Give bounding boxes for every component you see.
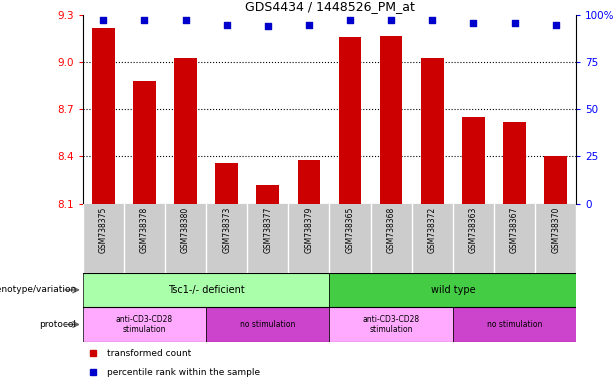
Text: GSM738363: GSM738363 <box>469 207 478 253</box>
Point <box>509 20 519 26</box>
Text: GSM738379: GSM738379 <box>305 207 313 253</box>
Text: GSM738368: GSM738368 <box>387 207 395 253</box>
Point <box>99 17 109 23</box>
Bar <box>330 307 453 342</box>
Bar <box>83 307 206 342</box>
Point <box>427 17 437 23</box>
Point <box>468 20 478 26</box>
Text: transformed count: transformed count <box>107 349 192 358</box>
Bar <box>503 122 526 204</box>
Bar <box>453 307 576 342</box>
Text: GSM738375: GSM738375 <box>99 207 108 253</box>
Text: GSM738365: GSM738365 <box>346 207 354 253</box>
Text: no stimulation: no stimulation <box>240 320 295 329</box>
Point <box>550 22 560 28</box>
Text: percentile rank within the sample: percentile rank within the sample <box>107 368 261 377</box>
Text: Tsc1-/- deficient: Tsc1-/- deficient <box>168 285 245 295</box>
Bar <box>133 81 156 204</box>
Point <box>222 22 232 28</box>
Bar <box>339 37 361 204</box>
Text: GSM738373: GSM738373 <box>222 207 231 253</box>
Title: GDS4434 / 1448526_PM_at: GDS4434 / 1448526_PM_at <box>245 0 414 13</box>
Point <box>386 17 396 23</box>
Point <box>140 17 150 23</box>
Text: genotype/variation: genotype/variation <box>0 285 77 295</box>
Text: protocol: protocol <box>40 320 77 329</box>
Bar <box>330 273 576 307</box>
Text: GSM738378: GSM738378 <box>140 207 149 253</box>
Text: GSM738370: GSM738370 <box>551 207 560 253</box>
Text: GSM738377: GSM738377 <box>264 207 272 253</box>
Text: no stimulation: no stimulation <box>487 320 543 329</box>
Bar <box>83 273 330 307</box>
Text: GSM738367: GSM738367 <box>510 207 519 253</box>
Text: anti-CD3-CD28
stimulation: anti-CD3-CD28 stimulation <box>116 315 173 334</box>
Point <box>304 22 314 28</box>
Bar <box>206 307 330 342</box>
Bar <box>544 156 567 204</box>
Bar <box>174 58 197 204</box>
Bar <box>380 36 403 204</box>
Point <box>181 17 191 23</box>
Bar <box>421 58 444 204</box>
Text: anti-CD3-CD28
stimulation: anti-CD3-CD28 stimulation <box>363 315 420 334</box>
Bar <box>462 117 485 204</box>
Bar <box>256 185 279 204</box>
Text: GSM738372: GSM738372 <box>428 207 437 253</box>
Point <box>345 17 355 23</box>
Text: GSM738380: GSM738380 <box>181 207 190 253</box>
Bar <box>298 160 320 204</box>
Bar <box>92 28 115 204</box>
Point <box>263 23 273 30</box>
Bar <box>215 163 238 204</box>
Text: wild type: wild type <box>430 285 475 295</box>
